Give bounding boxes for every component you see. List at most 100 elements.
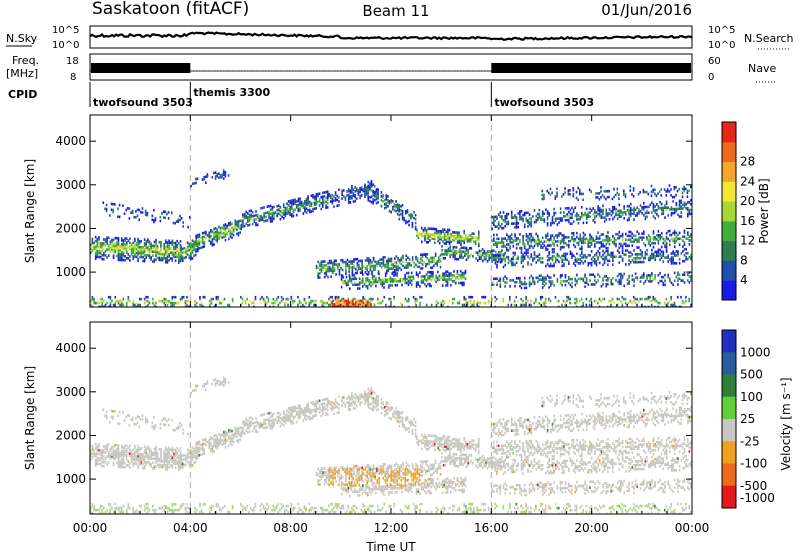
power-cell (452, 297, 454, 301)
power-cell (435, 274, 437, 278)
power-cell (571, 212, 573, 216)
velocity-cell (265, 426, 267, 430)
power-cell (180, 250, 182, 253)
power-cell (211, 240, 214, 243)
velocity-cell (93, 454, 95, 458)
velocity-cell (101, 455, 103, 458)
power-cell (649, 280, 652, 283)
power-cell (122, 303, 125, 307)
power-cell (307, 203, 309, 206)
power-cell (664, 279, 666, 283)
power-cell (356, 301, 358, 304)
velocity-cell (232, 436, 235, 440)
power-cell (670, 297, 672, 301)
power-cell (263, 216, 265, 219)
power-cell (362, 273, 364, 276)
power-cell (624, 297, 627, 301)
power-cell (284, 301, 286, 305)
power-cell (527, 221, 529, 224)
power-cell (279, 210, 282, 213)
power-cell (672, 303, 674, 307)
power-cell (370, 185, 373, 188)
power-cell (585, 303, 588, 307)
power-cell (374, 193, 376, 196)
power-cell (605, 275, 608, 278)
power-cell (334, 191, 337, 194)
velocity-cell (190, 460, 192, 464)
power-cell (465, 252, 468, 256)
power-cell (672, 239, 674, 243)
power-cell (641, 276, 643, 279)
power-cell (90, 251, 92, 254)
power-cell (153, 250, 156, 254)
power-cell (162, 210, 165, 213)
power-cell (428, 276, 431, 280)
power-cell (568, 243, 570, 247)
power-cell (164, 210, 167, 214)
velocity-cell (245, 421, 247, 425)
power-cell (506, 239, 508, 242)
power-cell (582, 221, 585, 225)
power-cell (147, 303, 149, 307)
power-cell (166, 243, 169, 246)
velocity-cell (109, 449, 112, 453)
power-cell (201, 178, 204, 181)
velocity-cell (114, 457, 117, 461)
power-cell (348, 264, 350, 267)
power-cell (478, 236, 480, 240)
power-cell (493, 239, 495, 243)
velocity-cell (263, 426, 265, 430)
power-cell (445, 280, 447, 283)
power-cell (214, 227, 217, 230)
power-cell (486, 260, 489, 263)
velocity-cell (114, 455, 117, 459)
power-cell (121, 250, 123, 254)
power-cell (643, 205, 645, 209)
power-cell (478, 244, 480, 248)
power-cell (673, 262, 676, 265)
power-cell (338, 270, 341, 274)
power-cell (177, 218, 180, 222)
velocity-cell (122, 454, 125, 457)
power-cell (416, 299, 418, 303)
power-cell (656, 234, 658, 237)
power-cell (119, 299, 121, 303)
power-cell (595, 241, 598, 244)
velocity-cell (96, 462, 99, 466)
power-cell (649, 299, 651, 303)
power-cell (685, 187, 687, 191)
power-cell (465, 297, 467, 301)
power-cell (315, 299, 317, 303)
power-cell (168, 253, 170, 256)
power-cell (639, 297, 642, 301)
power-cell (652, 188, 654, 192)
power-cell (429, 260, 432, 264)
power-cell (255, 223, 257, 227)
power-cell (375, 284, 377, 288)
power-cell (575, 305, 578, 307)
power-cell (448, 278, 450, 281)
velocity-cell (178, 462, 180, 466)
power-cell (381, 282, 384, 286)
power-cell (317, 266, 319, 270)
velocity-cell (114, 449, 117, 453)
power-cell (566, 207, 568, 210)
power-cell (598, 210, 601, 214)
power-cell (399, 279, 402, 283)
power-cell (171, 257, 174, 260)
power-cell (563, 211, 565, 214)
power-cell (538, 216, 541, 220)
power-cell (266, 219, 269, 222)
power-cell (224, 231, 227, 234)
power-cell (106, 242, 108, 245)
power-cell (250, 217, 252, 220)
power-cell (335, 301, 337, 304)
power-cell (689, 185, 692, 189)
power-cell (443, 278, 446, 281)
power-cell (254, 297, 257, 301)
power-cell (219, 229, 222, 232)
power-cell (592, 219, 594, 222)
power-cell (282, 217, 285, 220)
power-cell (406, 271, 408, 275)
power-cell (488, 254, 490, 257)
